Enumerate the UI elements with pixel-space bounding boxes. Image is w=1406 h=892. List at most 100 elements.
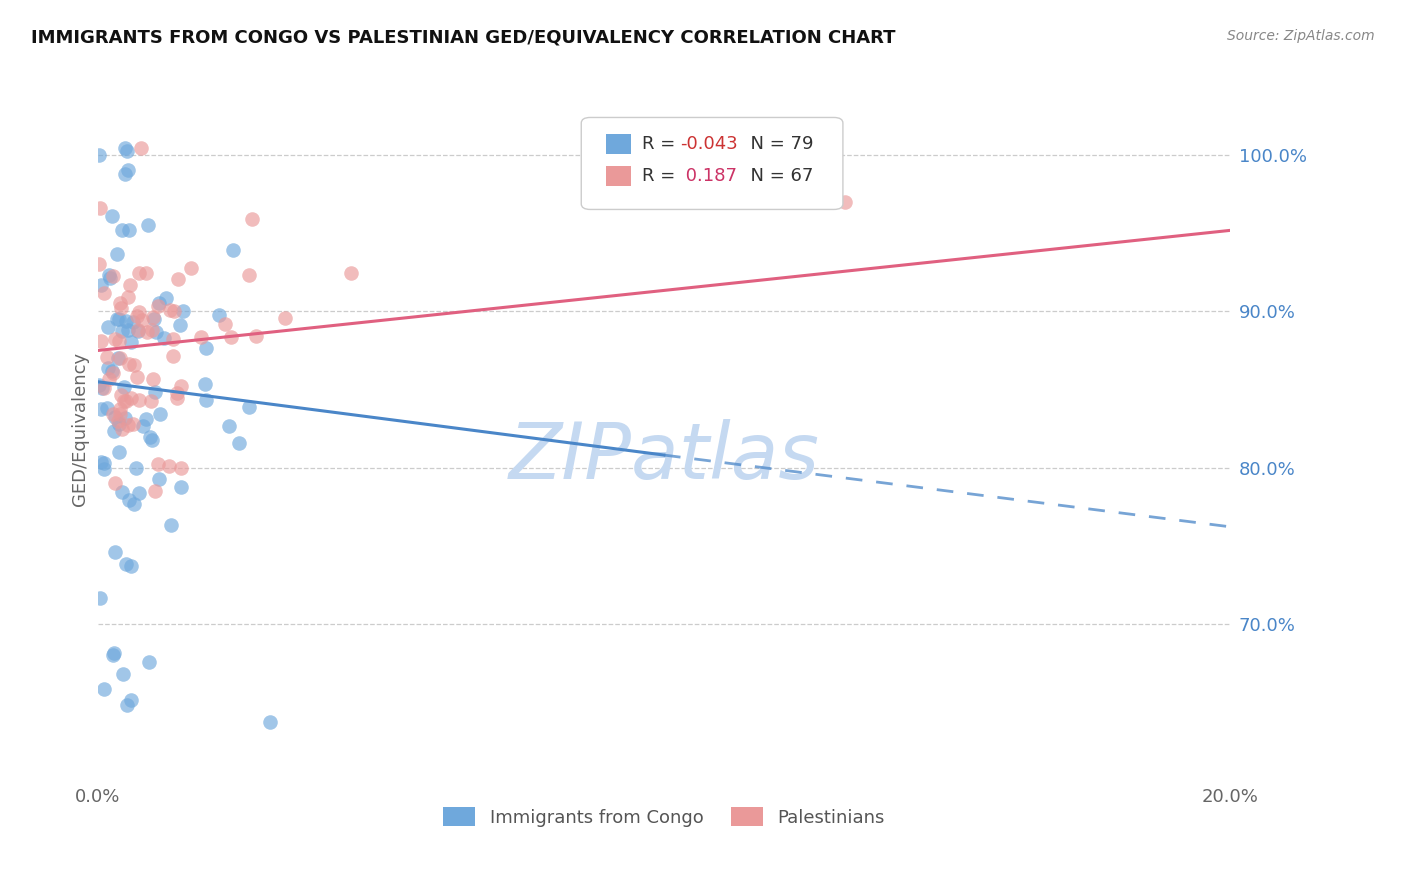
Point [90, 278, 112, 293]
Point [170, 460, 193, 475]
Point [127, 324, 149, 338]
Point [115, 698, 138, 713]
Point [93, 462, 115, 476]
Point [104, 476, 127, 491]
Point [149, 407, 172, 421]
Point [834, 195, 856, 210]
Point [103, 367, 125, 381]
Point [135, 325, 157, 339]
Point [194, 376, 217, 391]
Text: R =: R = [643, 167, 682, 185]
Point [89, 257, 111, 271]
Point [117, 290, 139, 304]
Point [120, 693, 142, 707]
Point [98, 271, 121, 285]
Point [238, 268, 260, 282]
Point [100, 209, 122, 223]
Point [114, 393, 136, 408]
Point [98, 372, 121, 386]
Point [221, 330, 243, 344]
Point [121, 315, 143, 329]
Point [274, 310, 297, 325]
Point [114, 313, 136, 327]
Point [103, 269, 125, 284]
Point [240, 211, 263, 226]
Point [110, 407, 132, 421]
Point [107, 417, 129, 431]
Legend: Immigrants from Congo, Palestinians: Immigrants from Congo, Palestinians [436, 800, 893, 834]
Point [139, 393, 162, 408]
Point [117, 323, 139, 337]
Point [125, 310, 148, 324]
Point [111, 666, 134, 681]
Point [111, 223, 134, 237]
Point [128, 392, 150, 407]
Point [138, 429, 160, 443]
Point [163, 304, 186, 318]
Text: ZIPatlas: ZIPatlas [509, 418, 820, 494]
Point [125, 461, 148, 475]
Point [122, 497, 145, 511]
Point [190, 329, 212, 343]
Text: IMMIGRANTS FROM CONGO VS PALESTINIAN GED/EQUIVALENCY CORRELATION CHART: IMMIGRANTS FROM CONGO VS PALESTINIAN GED… [31, 29, 896, 46]
FancyBboxPatch shape [606, 135, 631, 154]
Point [166, 391, 188, 405]
Point [160, 517, 183, 532]
Point [104, 545, 127, 559]
Point [90, 402, 112, 417]
Point [114, 410, 136, 425]
Point [162, 349, 184, 363]
Point [115, 557, 138, 571]
Point [107, 444, 129, 458]
Point [129, 141, 152, 155]
Point [155, 291, 177, 305]
Point [128, 305, 150, 319]
Point [157, 458, 180, 473]
Point [122, 417, 145, 432]
FancyBboxPatch shape [581, 118, 844, 210]
Point [136, 219, 159, 233]
Point [162, 332, 184, 346]
Point [195, 341, 218, 355]
Point [132, 418, 155, 433]
Point [91, 381, 114, 395]
Point [228, 435, 250, 450]
Point [172, 304, 194, 318]
Point [93, 456, 115, 470]
Point [112, 380, 135, 394]
Text: -0.043: -0.043 [679, 136, 738, 153]
Point [96, 351, 118, 365]
Point [245, 328, 267, 343]
Point [340, 266, 363, 280]
Point [141, 433, 163, 447]
Point [159, 302, 181, 317]
Point [108, 351, 131, 366]
Point [97, 360, 120, 375]
Text: N = 67: N = 67 [738, 167, 813, 185]
Text: 0.187: 0.187 [679, 167, 737, 185]
Point [105, 311, 128, 326]
Point [170, 480, 193, 494]
Point [117, 162, 139, 177]
Point [120, 559, 142, 574]
Point [153, 331, 176, 345]
Point [96, 401, 118, 415]
Point [87, 377, 110, 392]
Point [120, 392, 142, 406]
Point [93, 286, 115, 301]
Point [125, 370, 148, 384]
Point [218, 418, 240, 433]
Point [104, 332, 127, 346]
Point [222, 243, 245, 257]
Point [146, 299, 169, 313]
Point [214, 318, 236, 332]
Point [142, 310, 165, 325]
Point [105, 247, 128, 261]
FancyBboxPatch shape [606, 166, 631, 186]
Point [118, 492, 141, 507]
Point [90, 455, 112, 469]
Point [135, 411, 157, 425]
Point [93, 381, 115, 395]
Point [114, 167, 136, 181]
Point [93, 682, 115, 697]
